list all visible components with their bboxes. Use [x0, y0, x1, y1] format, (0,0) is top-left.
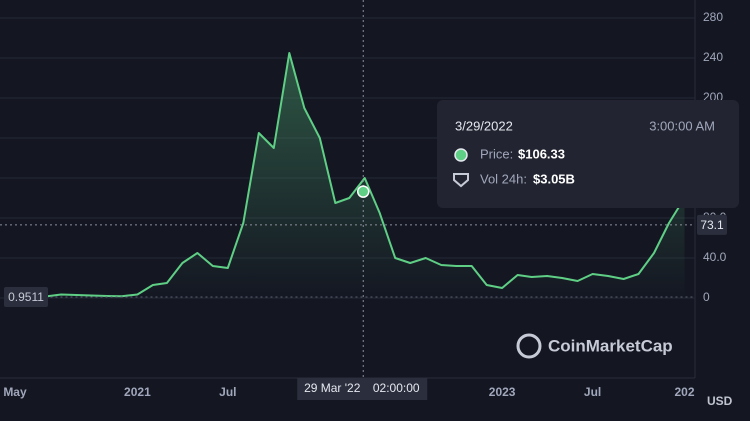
- price-area: [30, 53, 685, 298]
- y-tick-label: 280: [703, 10, 723, 24]
- hover-point: [356, 185, 370, 198]
- tooltip-date: 3/29/2022: [455, 118, 513, 133]
- watermark: CoinMarketCap: [516, 333, 673, 359]
- tooltip: 3/29/2022 3:00:00 AM Price: $106.33 Vol …: [437, 100, 739, 208]
- x-tick-label: May: [3, 385, 27, 399]
- overlay: CoinMarketCap: [516, 333, 673, 359]
- volume-label: Vol 24h:: [480, 171, 527, 186]
- tooltip-box: [437, 100, 739, 208]
- start-price-label: 0.9511: [8, 290, 44, 304]
- y-tick-label: 240: [703, 50, 723, 64]
- x-tick-label: Jul: [219, 385, 236, 399]
- y-tick-label: 40.0: [703, 250, 727, 264]
- volume-icon: [453, 173, 469, 188]
- watermark-logo: [516, 333, 542, 359]
- plot: [30, 52, 686, 298]
- volume-value: $3.05B: [533, 171, 575, 186]
- x-tick-label: 202: [674, 385, 694, 399]
- crosshair-time-label: 02:00:00: [373, 381, 420, 395]
- tooltip-time: 3:00:00 AM: [649, 118, 715, 133]
- price-label: Price:: [480, 146, 513, 161]
- price-icon: [454, 148, 468, 162]
- y-unit: USD: [707, 394, 733, 408]
- y-tick-label: 0: [703, 290, 710, 304]
- x-tick-label: Jul: [584, 385, 601, 399]
- price-line: [30, 52, 686, 298]
- x-tick-label: 2021: [124, 385, 151, 399]
- crosshair-y-label: 73.1: [700, 218, 724, 232]
- crosshair-y-box: [697, 214, 727, 235]
- crosshair-x-box: [297, 378, 428, 400]
- watermark-text: CoinMarketCap: [548, 336, 673, 355]
- x-tick-label: 2023: [489, 385, 516, 399]
- crosshair-x-label: 29 Mar '22: [304, 381, 361, 395]
- price-value: $106.33: [518, 146, 565, 161]
- start-price-box: [4, 287, 48, 308]
